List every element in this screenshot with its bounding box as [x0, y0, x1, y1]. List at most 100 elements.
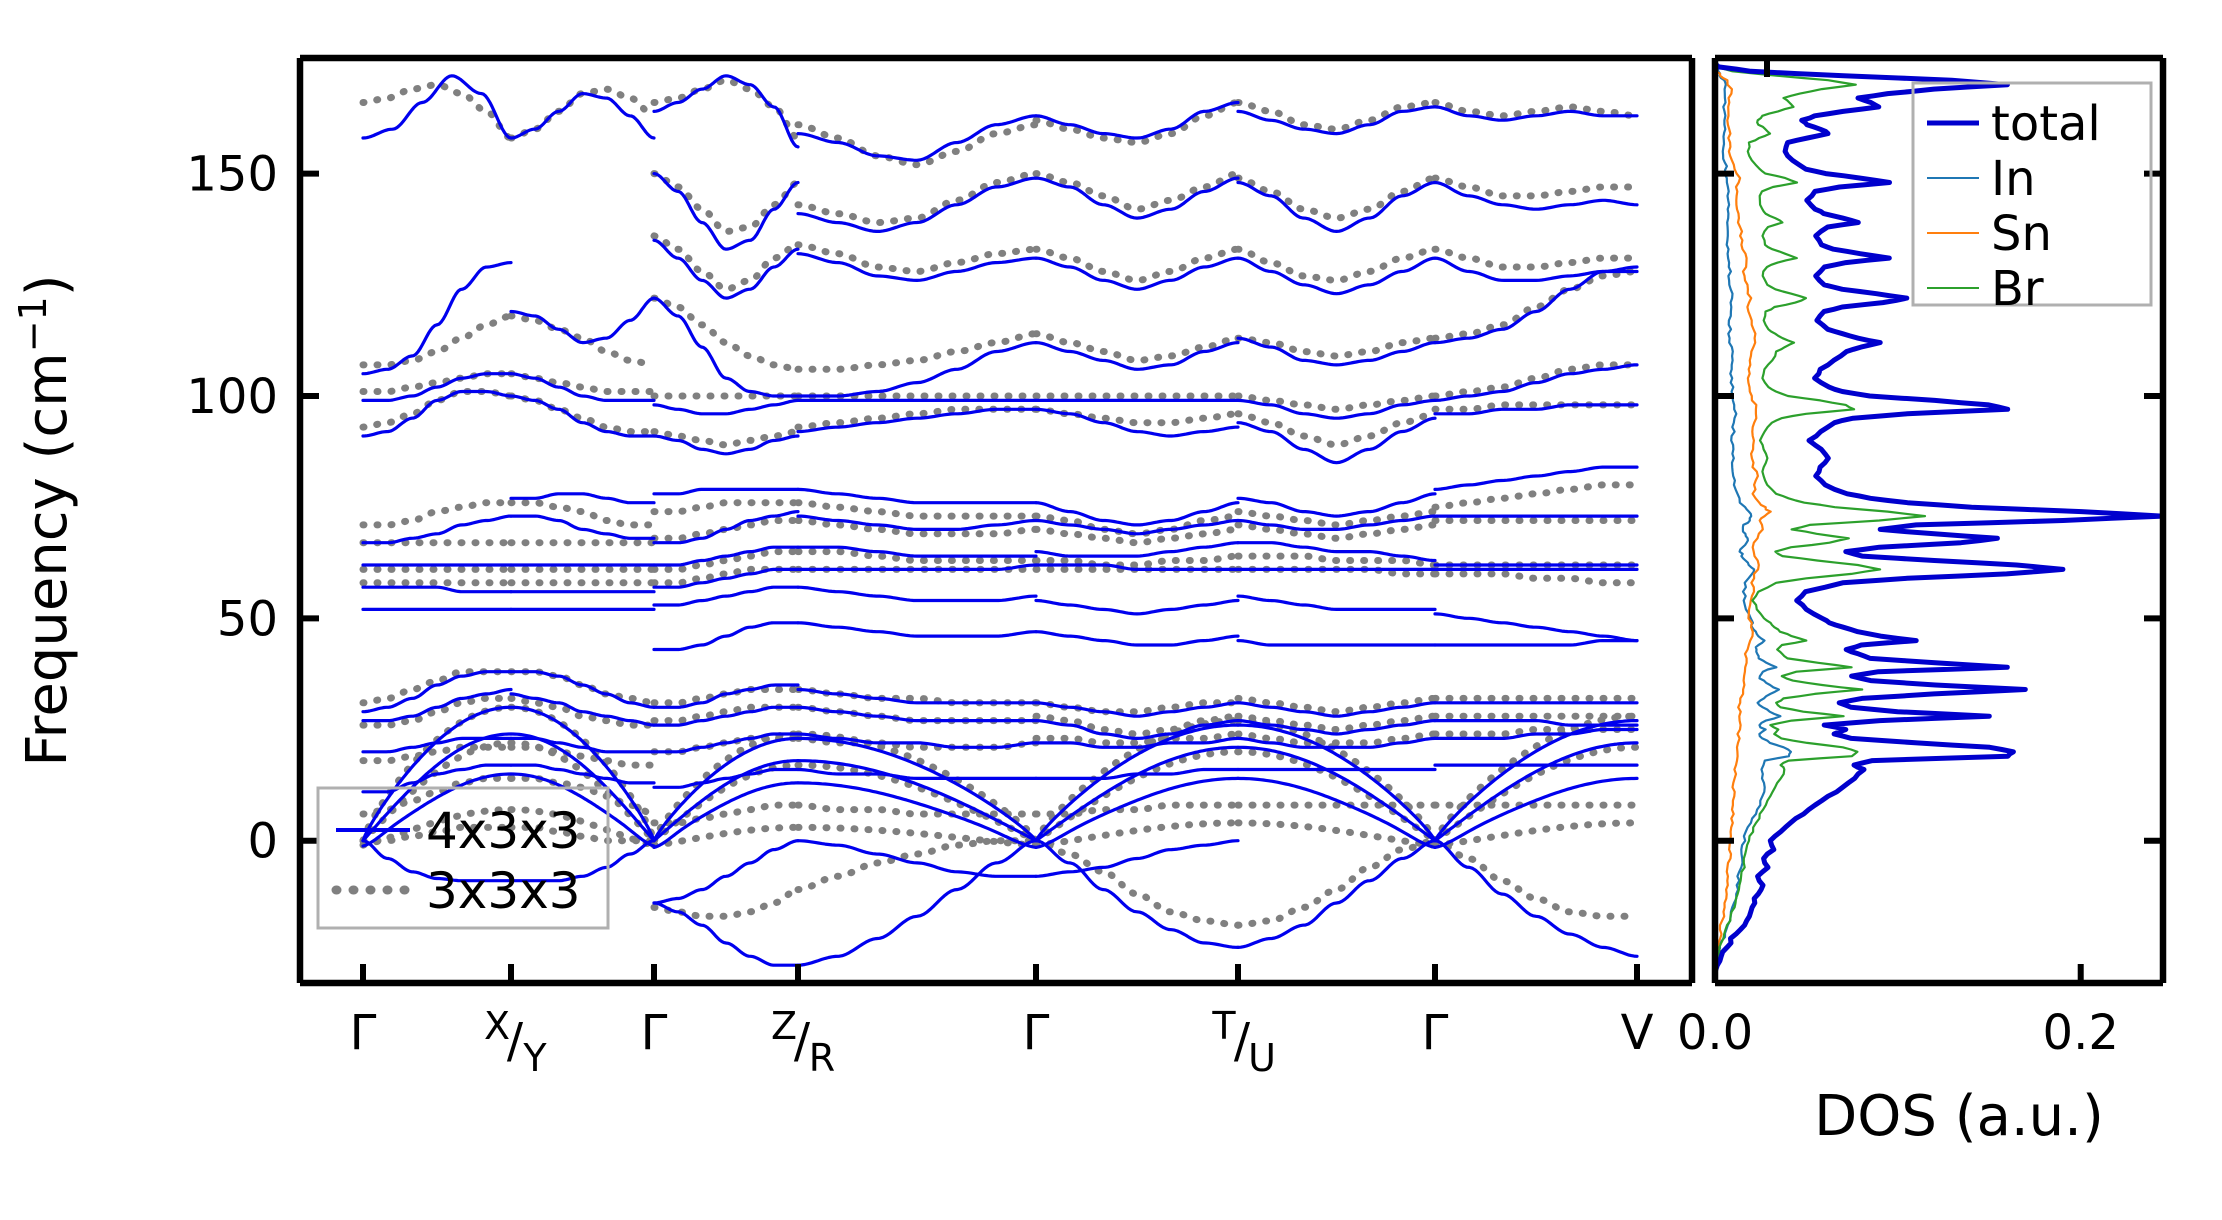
band-ytick-label: 150: [186, 147, 278, 203]
svg-text:U: U: [1248, 1036, 1276, 1080]
band-xtick-label: Γ: [350, 1005, 377, 1061]
band-line-3x3x3: [1431, 837, 1641, 920]
band-line-3x3x3: [794, 801, 1040, 818]
svg-text:/: /: [507, 1013, 524, 1069]
band-line-4x3x3: [361, 705, 513, 843]
band-line-4x3x3: [796, 585, 1038, 603]
band-line-4x3x3: [796, 687, 1038, 705]
band-line-4x3x3: [1433, 727, 1639, 740]
band-line-4x3x3: [1433, 719, 1639, 843]
band-line-4x3x3: [1236, 776, 1437, 849]
band-line-4x3x3: [796, 407, 1038, 434]
band-line-4x3x3: [652, 487, 800, 496]
band-line-4x3x3: [652, 238, 800, 300]
band-line-3x3x3: [1032, 730, 1242, 747]
band-line-3x3x3: [794, 823, 1040, 849]
band-line-3x3x3: [650, 823, 802, 849]
band-line-4x3x3: [1433, 265, 1639, 345]
svg-text:Γ: Γ: [1422, 1005, 1449, 1061]
band-line-3x3x3: [650, 730, 802, 845]
band-xtick-label: Z/R: [771, 1004, 835, 1080]
band-line-4x3x3: [509, 394, 656, 438]
band-line-4x3x3: [1034, 745, 1240, 843]
dos-legend-entry[interactable]: In: [1927, 151, 2036, 207]
band-line-4x3x3: [1236, 541, 1437, 563]
band-xtick-label: Γ: [641, 1005, 668, 1061]
band-line-4x3x3: [652, 296, 800, 398]
band-line-4x3x3: [796, 839, 1038, 878]
svg-text:Y: Y: [522, 1036, 547, 1080]
band-line-4x3x3: [1034, 501, 1240, 527]
band-line-3x3x3: [650, 232, 802, 293]
dos-legend-box: [1911, 81, 2153, 307]
svg-text:Z: Z: [771, 1004, 797, 1048]
band-ytick-label: 50: [217, 591, 278, 647]
band-line-3x3x3: [794, 499, 1040, 520]
band-xtick-label: Γ: [1023, 1005, 1050, 1061]
dos-line-br: [1715, 61, 1927, 971]
band-line-4x3x3: [1034, 723, 1240, 843]
band-line-4x3x3: [1236, 398, 1437, 420]
band-line-4x3x3: [361, 372, 513, 402]
svg-text:Γ: Γ: [641, 1005, 668, 1061]
band-line-4x3x3: [1034, 256, 1240, 291]
band-line-4x3x3: [1034, 598, 1240, 616]
dos-legend-entry[interactable]: Sn: [1927, 206, 2052, 262]
band-xtick-label: Γ: [1422, 1005, 1449, 1061]
band-line-4x3x3: [796, 839, 1038, 967]
band-line-3x3x3: [1032, 170, 1242, 213]
band-line-4x3x3: [796, 114, 1038, 162]
band-line-4x3x3: [1236, 416, 1437, 465]
band-legend-entry[interactable]: 3x3x3: [331, 862, 581, 920]
dos-curves: [1715, 59, 2163, 973]
band-line-4x3x3: [1034, 776, 1240, 849]
band-line-4x3x3: [796, 705, 1038, 723]
band-line-4x3x3: [1433, 180, 1639, 211]
band-line-4x3x3: [509, 772, 656, 848]
band-line-4x3x3: [1433, 403, 1639, 416]
band-line-3x3x3: [1032, 552, 1242, 569]
band-line-3x3x3: [359, 312, 515, 369]
band-line-3x3x3: [359, 499, 515, 529]
band-line-4x3x3: [652, 567, 800, 589]
band-legend-box: [316, 786, 610, 930]
dos-xtick-label: 0.2: [2043, 1005, 2119, 1061]
band-line-4x3x3: [1236, 492, 1437, 518]
dos-line-total: [1715, 59, 2163, 973]
dos-xlabel: DOS (a.u.): [1814, 1084, 2104, 1149]
svg-text:T: T: [1211, 1004, 1236, 1048]
band-line-3x3x3: [1234, 334, 1439, 360]
band-line-3x3x3: [359, 806, 515, 849]
dos-line-in: [1715, 61, 1792, 971]
band-line-3x3x3: [650, 801, 802, 827]
band-line-4x3x3: [652, 621, 800, 652]
band-line-3x3x3: [650, 886, 802, 920]
band-line-4x3x3: [1236, 180, 1437, 233]
band-legend-entry[interactable]: 4x3x3: [336, 802, 581, 860]
dos-legend-entry[interactable]: Br: [1927, 261, 2044, 317]
band-line-4x3x3: [1034, 630, 1240, 647]
band-line-4x3x3: [1433, 839, 1639, 958]
band-line-3x3x3: [1032, 405, 1242, 427]
band-line-4x3x3: [509, 839, 656, 883]
band-line-4x3x3: [796, 781, 1038, 849]
band-line-4x3x3: [509, 296, 656, 345]
band-line-3x3x3: [1234, 508, 1439, 529]
band-ylabel: Frequency (cm−1): [11, 274, 80, 766]
band-line-4x3x3: [652, 545, 800, 567]
band-line-4x3x3: [652, 683, 800, 709]
band-legend-label: 4x3x3: [426, 802, 581, 860]
band-line-3x3x3: [359, 694, 515, 729]
band-line-3x3x3: [650, 428, 802, 449]
dos-legend-entry[interactable]: total: [1927, 96, 2101, 152]
band-xtick-label: T/U: [1211, 1004, 1276, 1080]
band-line-3x3x3: [1431, 712, 1641, 845]
band-line-4x3x3: [361, 389, 513, 438]
band-line-4x3x3: [652, 74, 800, 149]
band-line-4x3x3: [1433, 105, 1639, 122]
band-line-3x3x3: [507, 392, 658, 436]
